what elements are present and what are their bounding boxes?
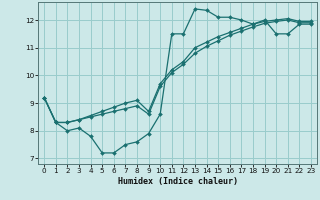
X-axis label: Humidex (Indice chaleur): Humidex (Indice chaleur) — [118, 177, 238, 186]
